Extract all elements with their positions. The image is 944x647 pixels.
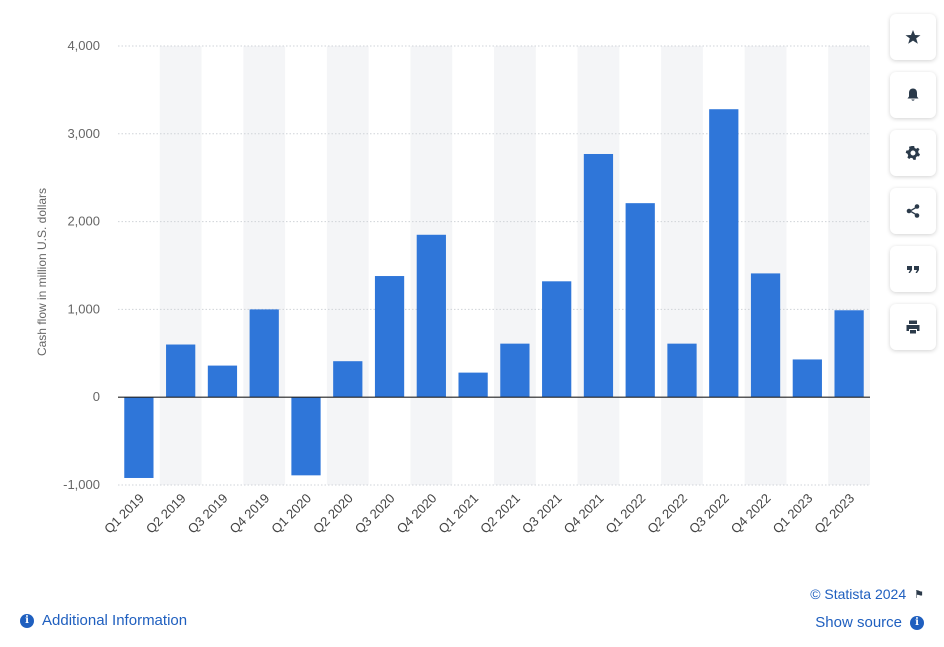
favorite-button[interactable] [890, 14, 936, 60]
bar[interactable] [792, 359, 822, 398]
x-tick-label: Q4 2019 [226, 491, 272, 537]
info-icon: i [910, 615, 924, 630]
x-tick-label: Q2 2022 [644, 491, 690, 537]
x-tick-label: Q4 2021 [561, 491, 607, 537]
bar[interactable] [583, 153, 614, 398]
column-band [661, 46, 703, 485]
y-tick-label: 4,000 [67, 38, 100, 53]
bar[interactable] [249, 309, 279, 398]
x-tick-label: Q1 2020 [268, 491, 314, 537]
y-tick-label: 2,000 [67, 214, 100, 229]
bar[interactable] [333, 361, 363, 398]
share-button[interactable] [890, 188, 936, 234]
quote-icon [907, 266, 919, 273]
settings-button[interactable] [890, 130, 936, 176]
bar[interactable] [834, 310, 864, 398]
x-tick-label: Q1 2021 [435, 491, 481, 537]
bar[interactable] [374, 276, 405, 398]
statista-credit[interactable]: © Statista 2024 ⚑ [810, 586, 924, 602]
bar[interactable] [625, 203, 655, 398]
bar[interactable] [500, 343, 530, 398]
additional-information-link[interactable]: i Additional Information [20, 612, 187, 629]
column-band [828, 46, 870, 485]
print-icon [906, 320, 920, 334]
gear-icon [905, 146, 920, 160]
show-source-label: Show source [815, 614, 902, 631]
column-band [159, 46, 202, 485]
x-tick-label: Q2 2023 [811, 491, 857, 537]
info-icon: i [20, 613, 34, 628]
notification-button[interactable] [890, 72, 936, 118]
x-tick-label: Q3 2022 [686, 491, 732, 537]
bar[interactable] [416, 234, 446, 398]
x-tick-label: Q3 2021 [519, 491, 565, 537]
column-band [326, 46, 369, 485]
bar[interactable] [291, 397, 321, 476]
x-tick-label: Q1 2023 [770, 491, 816, 537]
share-icon [906, 204, 920, 218]
bar[interactable] [667, 343, 697, 398]
column-band [494, 46, 536, 485]
x-tick-label: Q2 2021 [477, 491, 523, 537]
x-tick-label: Q1 2019 [101, 491, 147, 537]
show-source-link[interactable]: Show source i [815, 614, 924, 631]
column-band [744, 46, 787, 485]
x-tick-label: Q3 2020 [352, 491, 398, 537]
x-tick-label: Q4 2020 [394, 491, 440, 537]
x-tick-label: Q2 2020 [310, 491, 356, 537]
y-tick-label: 1,000 [67, 301, 100, 316]
x-tick-label: Q4 2022 [728, 491, 774, 537]
flag-icon: ⚑ [914, 588, 924, 601]
y-tick-label: -1,000 [63, 477, 100, 492]
bar[interactable] [542, 281, 572, 398]
x-tick-label: Q1 2022 [602, 491, 648, 537]
credit-label: © Statista 2024 [810, 586, 907, 602]
bell-icon [907, 88, 919, 101]
y-tick-label: 3,000 [67, 126, 100, 141]
bar[interactable] [207, 365, 238, 398]
x-tick-label: Q3 2019 [185, 491, 231, 537]
column-band [243, 46, 286, 485]
y-axis-label: Cash flow in million U.S. dollars [35, 188, 49, 356]
y-tick-label: 0 [93, 389, 100, 404]
bar[interactable] [750, 273, 781, 398]
additional-information-label: Additional Information [42, 612, 188, 629]
bar[interactable] [166, 344, 196, 398]
x-tick-label: Q2 2019 [143, 491, 189, 537]
print-button[interactable] [890, 304, 936, 350]
bar[interactable] [709, 109, 739, 398]
chart-toolbar [890, 14, 938, 362]
bar[interactable] [458, 372, 488, 398]
cite-button[interactable] [890, 246, 936, 292]
star-icon [905, 30, 921, 44]
bar[interactable] [124, 397, 154, 478]
